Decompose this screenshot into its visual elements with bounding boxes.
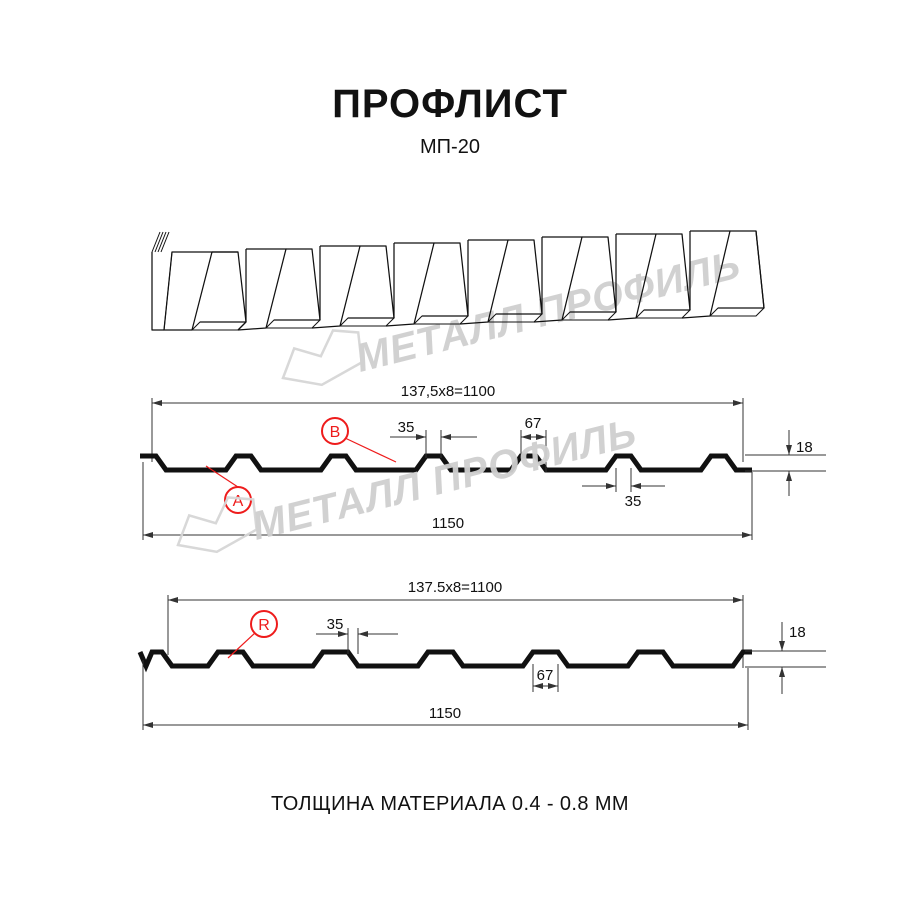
dim-height-bottom-label: 18 xyxy=(789,624,806,641)
dim-pitch-top-label: 137,5x8=1100 xyxy=(401,383,495,400)
dim-crest-top-label: 35 xyxy=(398,419,415,436)
callout-balloon-b: B xyxy=(321,417,397,463)
dim-pitch-top xyxy=(151,398,744,462)
callout-label-r: R xyxy=(258,617,270,634)
callout-balloon-a: A xyxy=(205,465,252,514)
dim-crest-bottom xyxy=(316,628,398,654)
dim-crest-bottom-label: 35 xyxy=(327,616,344,633)
dim-pitch-bottom-label: 137.5x8=1100 xyxy=(408,579,502,596)
profile-outline-top xyxy=(140,453,752,473)
dim-height-bottom xyxy=(745,622,826,694)
dim-overall-bottom-label: 1150 xyxy=(429,705,461,722)
dim-valley-bottom-label: 67 xyxy=(537,667,554,684)
dim-valley-bottom xyxy=(532,664,559,692)
dim-crest-top-lower xyxy=(582,468,665,492)
dim-overall-bottom xyxy=(142,660,749,730)
dim-valley-top xyxy=(520,430,547,472)
dim-overall-top-label: 1150 xyxy=(432,515,464,532)
page-title: ПРОФЛИСТ xyxy=(332,82,568,126)
dim-crest-top xyxy=(390,430,477,458)
callout-label-a: A xyxy=(233,493,244,510)
isometric-view xyxy=(151,230,765,331)
dim-height-top-label: 18 xyxy=(796,439,813,456)
dim-pitch-bottom xyxy=(167,595,744,668)
material-thickness-note: ТОЛЩИНА МАТЕРИАЛА 0.4 - 0.8 ММ xyxy=(270,793,629,815)
page-subtitle: МП-20 xyxy=(420,136,480,158)
section-bottom: 137.5x8=1100 35 67 xyxy=(137,579,826,730)
callout-label-b: B xyxy=(330,424,341,441)
dim-crest-top-lower-label: 35 xyxy=(625,493,642,510)
watermark-text-upper: МЕТАЛЛ ПРОФИЛЬ xyxy=(352,243,746,381)
callout-balloon-r: R xyxy=(227,610,278,659)
dim-valley-top-label: 67 xyxy=(525,415,542,432)
profile-outline-bottom xyxy=(137,649,752,673)
dim-height-top xyxy=(745,430,826,496)
